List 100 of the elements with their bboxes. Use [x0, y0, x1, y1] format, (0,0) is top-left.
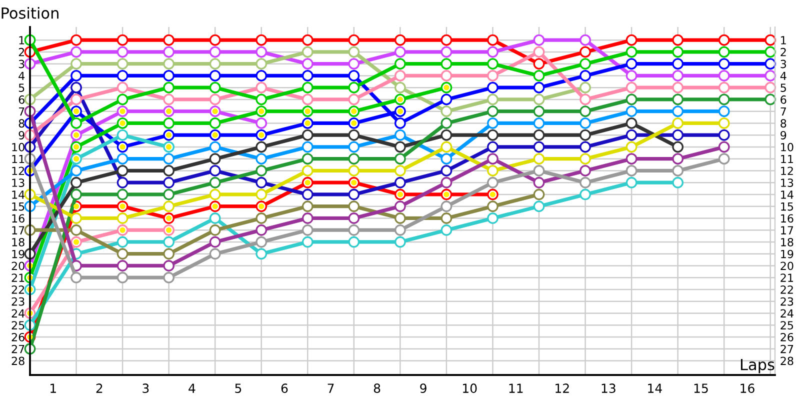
point: [348, 188, 360, 200]
point: [209, 118, 221, 129]
point: [764, 46, 776, 58]
point: [302, 34, 314, 46]
point: [440, 106, 452, 118]
point: [302, 153, 314, 165]
point: [302, 70, 314, 82]
point: [348, 70, 360, 82]
point: [626, 141, 638, 153]
point: [209, 224, 221, 236]
point: [672, 82, 684, 94]
y2-tick-label: 28: [780, 356, 794, 366]
x-tick-label: 16: [740, 384, 754, 394]
y2-tick-label: 13: [781, 178, 794, 187]
point: [672, 129, 684, 141]
point: [163, 236, 175, 248]
point: [487, 200, 498, 212]
point: [163, 165, 175, 176]
point: [533, 82, 545, 94]
point: [209, 248, 221, 260]
point: [348, 212, 360, 224]
point: [116, 236, 128, 248]
point: [116, 260, 128, 272]
y2-tick-label: 3: [780, 60, 786, 68]
point: [70, 176, 82, 188]
point: [163, 188, 175, 200]
point: [70, 118, 82, 129]
point: [116, 94, 128, 106]
point: [764, 58, 776, 70]
point: [302, 212, 314, 224]
x-tick-label: 7: [328, 384, 334, 393]
point: [209, 82, 221, 94]
y2-tick-label: 10: [781, 142, 794, 152]
point: [487, 46, 498, 58]
point: [533, 200, 545, 212]
point: [394, 34, 406, 46]
point: [70, 70, 82, 82]
x-tick-label: 12: [556, 384, 569, 393]
point: [163, 200, 175, 212]
y-tick-label: 22: [12, 285, 24, 294]
point: [672, 165, 684, 176]
point: [580, 70, 591, 82]
point: [348, 129, 360, 141]
y2-tick-label: 5: [780, 84, 786, 92]
point: [209, 70, 221, 82]
point: [302, 236, 314, 248]
point: [626, 34, 638, 46]
point: [394, 153, 406, 165]
x-tick-label: 11: [509, 384, 523, 393]
point: [672, 58, 684, 70]
point: [116, 46, 128, 58]
y2-tick-label: 26: [780, 332, 794, 342]
point: [394, 200, 406, 212]
y-tick-label: 12: [12, 166, 24, 175]
point: [394, 236, 406, 248]
point: [394, 118, 406, 129]
point: [580, 141, 591, 153]
point: [533, 165, 545, 176]
point: [116, 165, 128, 176]
y2-tick-label: 24: [780, 309, 794, 318]
point: [256, 224, 268, 236]
y-tick-label: 14: [12, 190, 25, 199]
point: [626, 176, 638, 188]
point: [163, 118, 175, 129]
point: [718, 141, 730, 153]
x-tick-label: 6: [281, 384, 288, 394]
point: [302, 224, 314, 236]
point: [163, 82, 175, 94]
y-tick-label: 1: [19, 36, 24, 44]
x-tick-label: 15: [694, 384, 708, 394]
x-tick-label: 14: [648, 384, 662, 393]
x-axis-title: Laps: [740, 358, 774, 374]
point: [116, 70, 128, 82]
point: [487, 176, 498, 188]
point: [70, 212, 82, 224]
point: [533, 46, 545, 58]
y-tick-label: 3: [18, 60, 24, 68]
point: [533, 106, 545, 118]
point: [70, 165, 82, 176]
x-tick-label: 8: [374, 384, 380, 394]
point: [163, 176, 175, 188]
point: [256, 188, 268, 200]
y-tick-label: 5: [18, 84, 24, 92]
point: [440, 224, 452, 236]
y2-tick-label: 15: [781, 202, 794, 211]
point: [533, 176, 545, 188]
y-tick-label: 4: [18, 72, 25, 80]
point: [256, 236, 268, 248]
point: [256, 118, 268, 129]
point: [209, 34, 221, 46]
point: [440, 70, 452, 82]
point: [163, 34, 175, 46]
point: [348, 224, 360, 236]
y2-tick-label: 23: [780, 297, 794, 306]
point: [718, 106, 730, 118]
point: [487, 118, 498, 129]
point: [764, 82, 776, 94]
point: [348, 141, 360, 153]
point: [256, 46, 268, 58]
y2-tick-label: 19: [781, 250, 794, 258]
